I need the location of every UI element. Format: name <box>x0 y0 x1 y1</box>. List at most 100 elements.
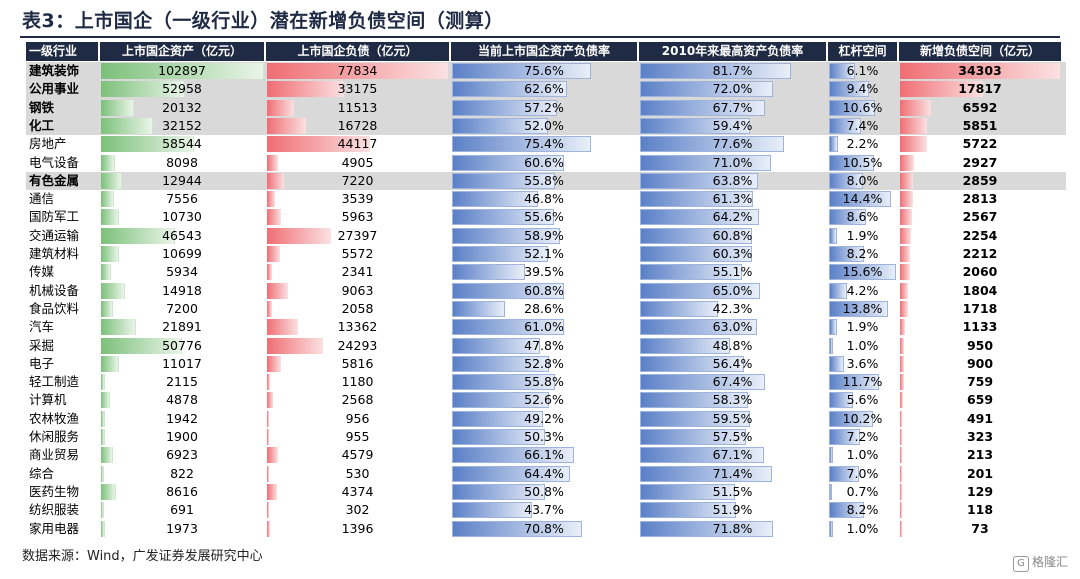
cell-liabilities: 44117 <box>337 136 378 152</box>
bar-leverage_space <box>829 429 860 445</box>
bar-assets <box>101 300 114 317</box>
cell-liabilities: 16728 <box>337 117 378 133</box>
cell-liabilities: 27397 <box>337 227 378 243</box>
cell-liabilities: 530 <box>345 465 370 481</box>
table-row: 医药生物 8616 4374 50.8% 51.5% 0.7% 129 <box>26 483 1066 501</box>
cell-leverage_space: 8.2% <box>846 246 879 261</box>
cell-liabilities: 5572 <box>341 246 374 261</box>
cell-max_ratio: 48.8% <box>712 337 753 353</box>
bar-leverage_space <box>829 99 875 116</box>
cell-leverage_space: 8.6% <box>846 209 879 225</box>
bar-current_ratio <box>452 392 549 409</box>
bar-current_ratio <box>452 337 540 354</box>
cell-new_debt: 1133 <box>962 319 998 335</box>
bar-liabilities <box>267 191 276 208</box>
cell-max_ratio: 77.6% <box>712 136 753 152</box>
bar-current_ratio <box>452 465 571 482</box>
bar-liabilities <box>267 483 278 500</box>
cell-leverage_space: 0.7% <box>846 483 879 499</box>
bar-leverage_space <box>829 209 866 226</box>
cell-leverage_space: 4.2% <box>846 282 879 298</box>
column-header-3: 当前上市国企资产负债率 <box>451 42 637 61</box>
bar-max_ratio <box>640 319 757 336</box>
table-row: 化工 32152 16728 52.0% 59.4% 7.4% 5851 <box>26 116 1066 136</box>
table-row: 交通运输 46543 27397 58.9% 60.8% 1.9% 2254 <box>26 227 1066 245</box>
cell-industry: 通信 <box>29 191 55 207</box>
cell-new_debt: 323 <box>966 429 994 444</box>
cell-leverage_space: 1.0% <box>846 520 879 536</box>
bar-leverage_space <box>829 300 889 317</box>
cell-max_ratio: 65.0% <box>712 282 753 298</box>
bar-leverage_space <box>829 191 891 208</box>
cell-max_ratio: 60.8% <box>712 227 753 243</box>
cell-liabilities: 7220 <box>341 172 374 188</box>
bar-new_debt <box>900 465 902 482</box>
bar-leverage_space <box>829 337 834 354</box>
cell-industry: 钢铁 <box>29 99 55 115</box>
cell-current_ratio: 75.6% <box>524 63 564 78</box>
bar-max_ratio <box>640 300 719 317</box>
bar-liabilities <box>267 136 370 153</box>
cell-new_debt: 17817 <box>958 81 1002 97</box>
bar-max_ratio <box>640 337 731 354</box>
cell-current_ratio: 70.8% <box>524 520 564 536</box>
cell-assets: 58544 <box>162 136 202 152</box>
cell-new_debt: 2567 <box>962 209 998 225</box>
cell-current_ratio: 52.0% <box>524 117 564 133</box>
bar-current_ratio <box>452 300 505 317</box>
bar-current_ratio <box>452 227 561 244</box>
bar-assets <box>101 429 105 445</box>
bar-new_debt <box>900 227 911 244</box>
cell-assets: 2115 <box>166 374 198 390</box>
cell-max_ratio: 58.3% <box>712 392 753 408</box>
bar-assets <box>101 264 112 281</box>
bar-liabilities <box>267 447 278 464</box>
cell-max_ratio: 42.3% <box>712 300 753 316</box>
cell-leverage_space: 11.7% <box>842 374 883 390</box>
cell-industry: 电子 <box>29 355 55 371</box>
cell-industry: 公用事业 <box>29 81 80 97</box>
cell-assets: 11017 <box>162 355 202 371</box>
bar-leverage_space <box>829 374 880 391</box>
cell-leverage_space: 15.6% <box>842 264 883 280</box>
column-header-1: 上市国企资产（亿元） <box>100 42 264 61</box>
cell-current_ratio: 57.2% <box>524 99 564 115</box>
cell-new_debt: 5722 <box>962 136 998 152</box>
bar-liabilities <box>267 465 269 482</box>
bar-leverage_space <box>829 447 834 464</box>
bar-new_debt <box>900 300 908 317</box>
bar-current_ratio <box>452 264 525 281</box>
cell-liabilities: 302 <box>345 502 370 518</box>
cell-industry: 传媒 <box>29 264 55 280</box>
cell-leverage_space: 8.0% <box>846 172 879 188</box>
cell-liabilities: 955 <box>345 429 370 444</box>
bar-max_ratio <box>640 483 736 500</box>
bar-new_debt <box>900 264 910 281</box>
bar-new_debt <box>900 392 904 409</box>
bar-leverage_space <box>829 392 854 409</box>
cell-liabilities: 33175 <box>337 81 378 97</box>
bar-leverage_space <box>829 246 865 262</box>
bar-assets <box>101 355 120 372</box>
bar-max_ratio <box>640 374 765 391</box>
bar-leverage_space <box>829 154 875 171</box>
cell-industry: 农林牧渔 <box>29 410 80 426</box>
cell-assets: 691 <box>170 502 194 518</box>
bar-max_ratio <box>640 209 759 226</box>
bar-max_ratio <box>640 282 761 299</box>
cell-liabilities: 9063 <box>341 282 374 298</box>
bar-assets <box>101 520 106 537</box>
cell-assets: 4878 <box>166 392 198 408</box>
cell-max_ratio: 61.3% <box>712 191 753 207</box>
table-row: 商业贸易 6923 4579 66.1% 67.1% 1.0% 213 <box>26 446 1066 464</box>
bar-liabilities <box>267 337 324 354</box>
bar-new_debt <box>900 410 903 427</box>
cell-max_ratio: 67.4% <box>712 374 753 390</box>
cell-assets: 46543 <box>162 227 202 243</box>
cell-leverage_space: 10.6% <box>842 99 883 115</box>
bar-max_ratio <box>640 191 754 208</box>
cell-leverage_space: 1.9% <box>846 227 879 243</box>
cell-max_ratio: 57.5% <box>712 429 753 444</box>
cell-assets: 102897 <box>158 63 206 78</box>
bar-assets <box>101 63 264 79</box>
